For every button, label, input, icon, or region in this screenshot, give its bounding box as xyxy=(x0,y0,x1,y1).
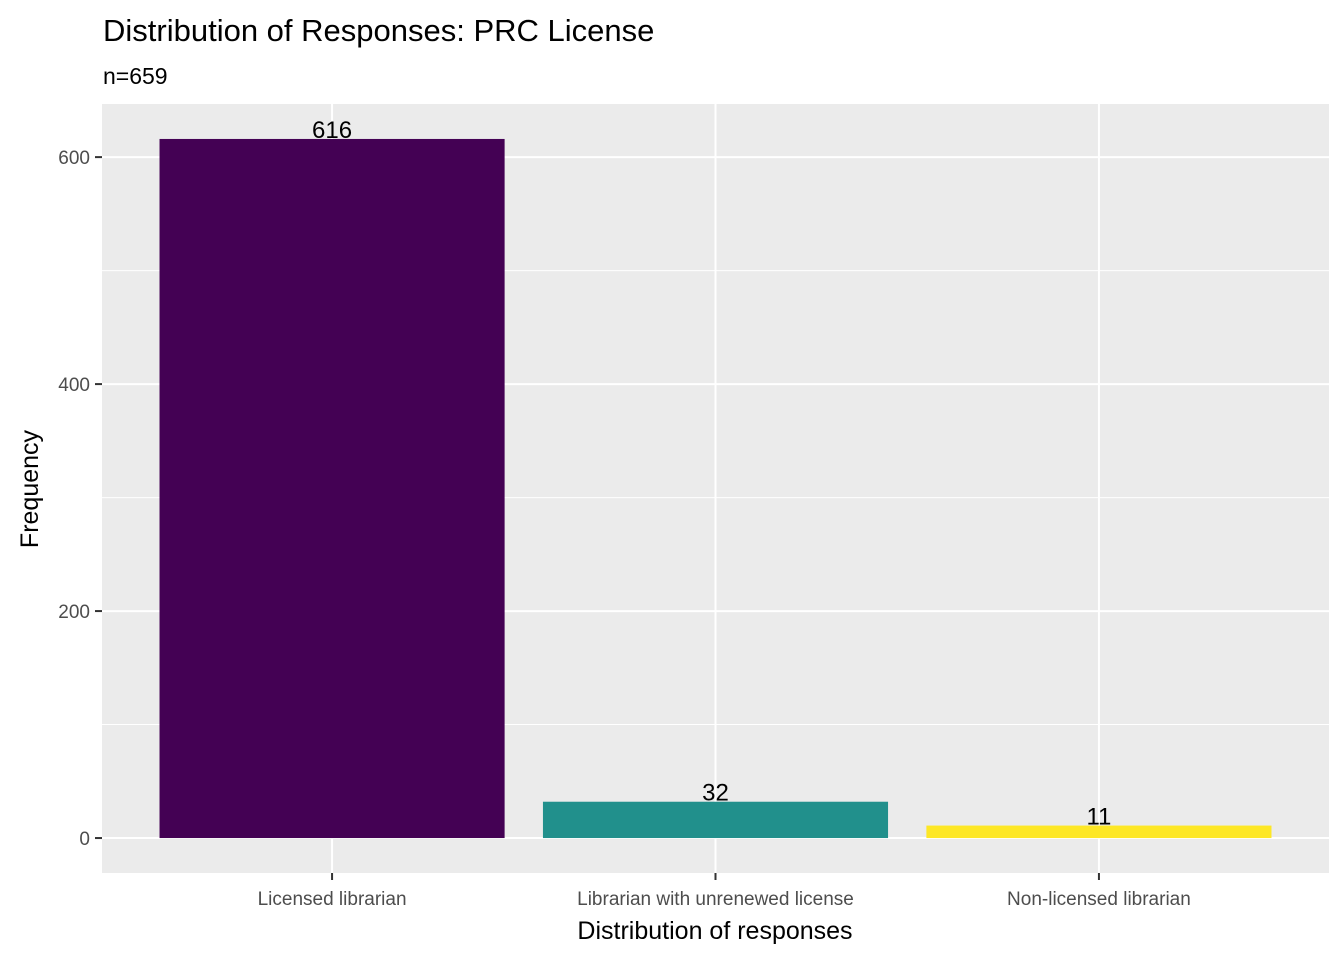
bar xyxy=(542,801,889,839)
x-axis: Licensed librarian Librarian with unrenew… xyxy=(258,873,1191,910)
bar xyxy=(159,138,505,839)
data-label: 616 xyxy=(312,117,352,144)
y-tick-label: 200 xyxy=(58,602,90,623)
bar xyxy=(926,825,1272,839)
data-label: 11 xyxy=(1086,804,1111,831)
y-tick-label: 600 xyxy=(58,148,90,169)
chart-subtitle: n=659 xyxy=(103,63,168,89)
y-axis: 0 200 400 600 xyxy=(58,148,102,850)
x-tick-label: Librarian with unrenewed license xyxy=(577,889,854,910)
data-labels: 616 32 11 xyxy=(312,117,1111,831)
x-axis-title: Distribution of responses xyxy=(577,917,852,945)
y-tick-label: 0 xyxy=(79,829,90,850)
x-tick-label: Licensed librarian xyxy=(258,889,407,910)
y-tick-label: 400 xyxy=(58,375,90,396)
y-axis-title: Frequency xyxy=(16,429,44,548)
data-label: 32 xyxy=(702,780,729,807)
x-tick-label: Non-licensed librarian xyxy=(1007,889,1191,910)
bars xyxy=(159,138,1272,839)
chart-title: Distribution of Responses: PRC License xyxy=(103,13,654,48)
